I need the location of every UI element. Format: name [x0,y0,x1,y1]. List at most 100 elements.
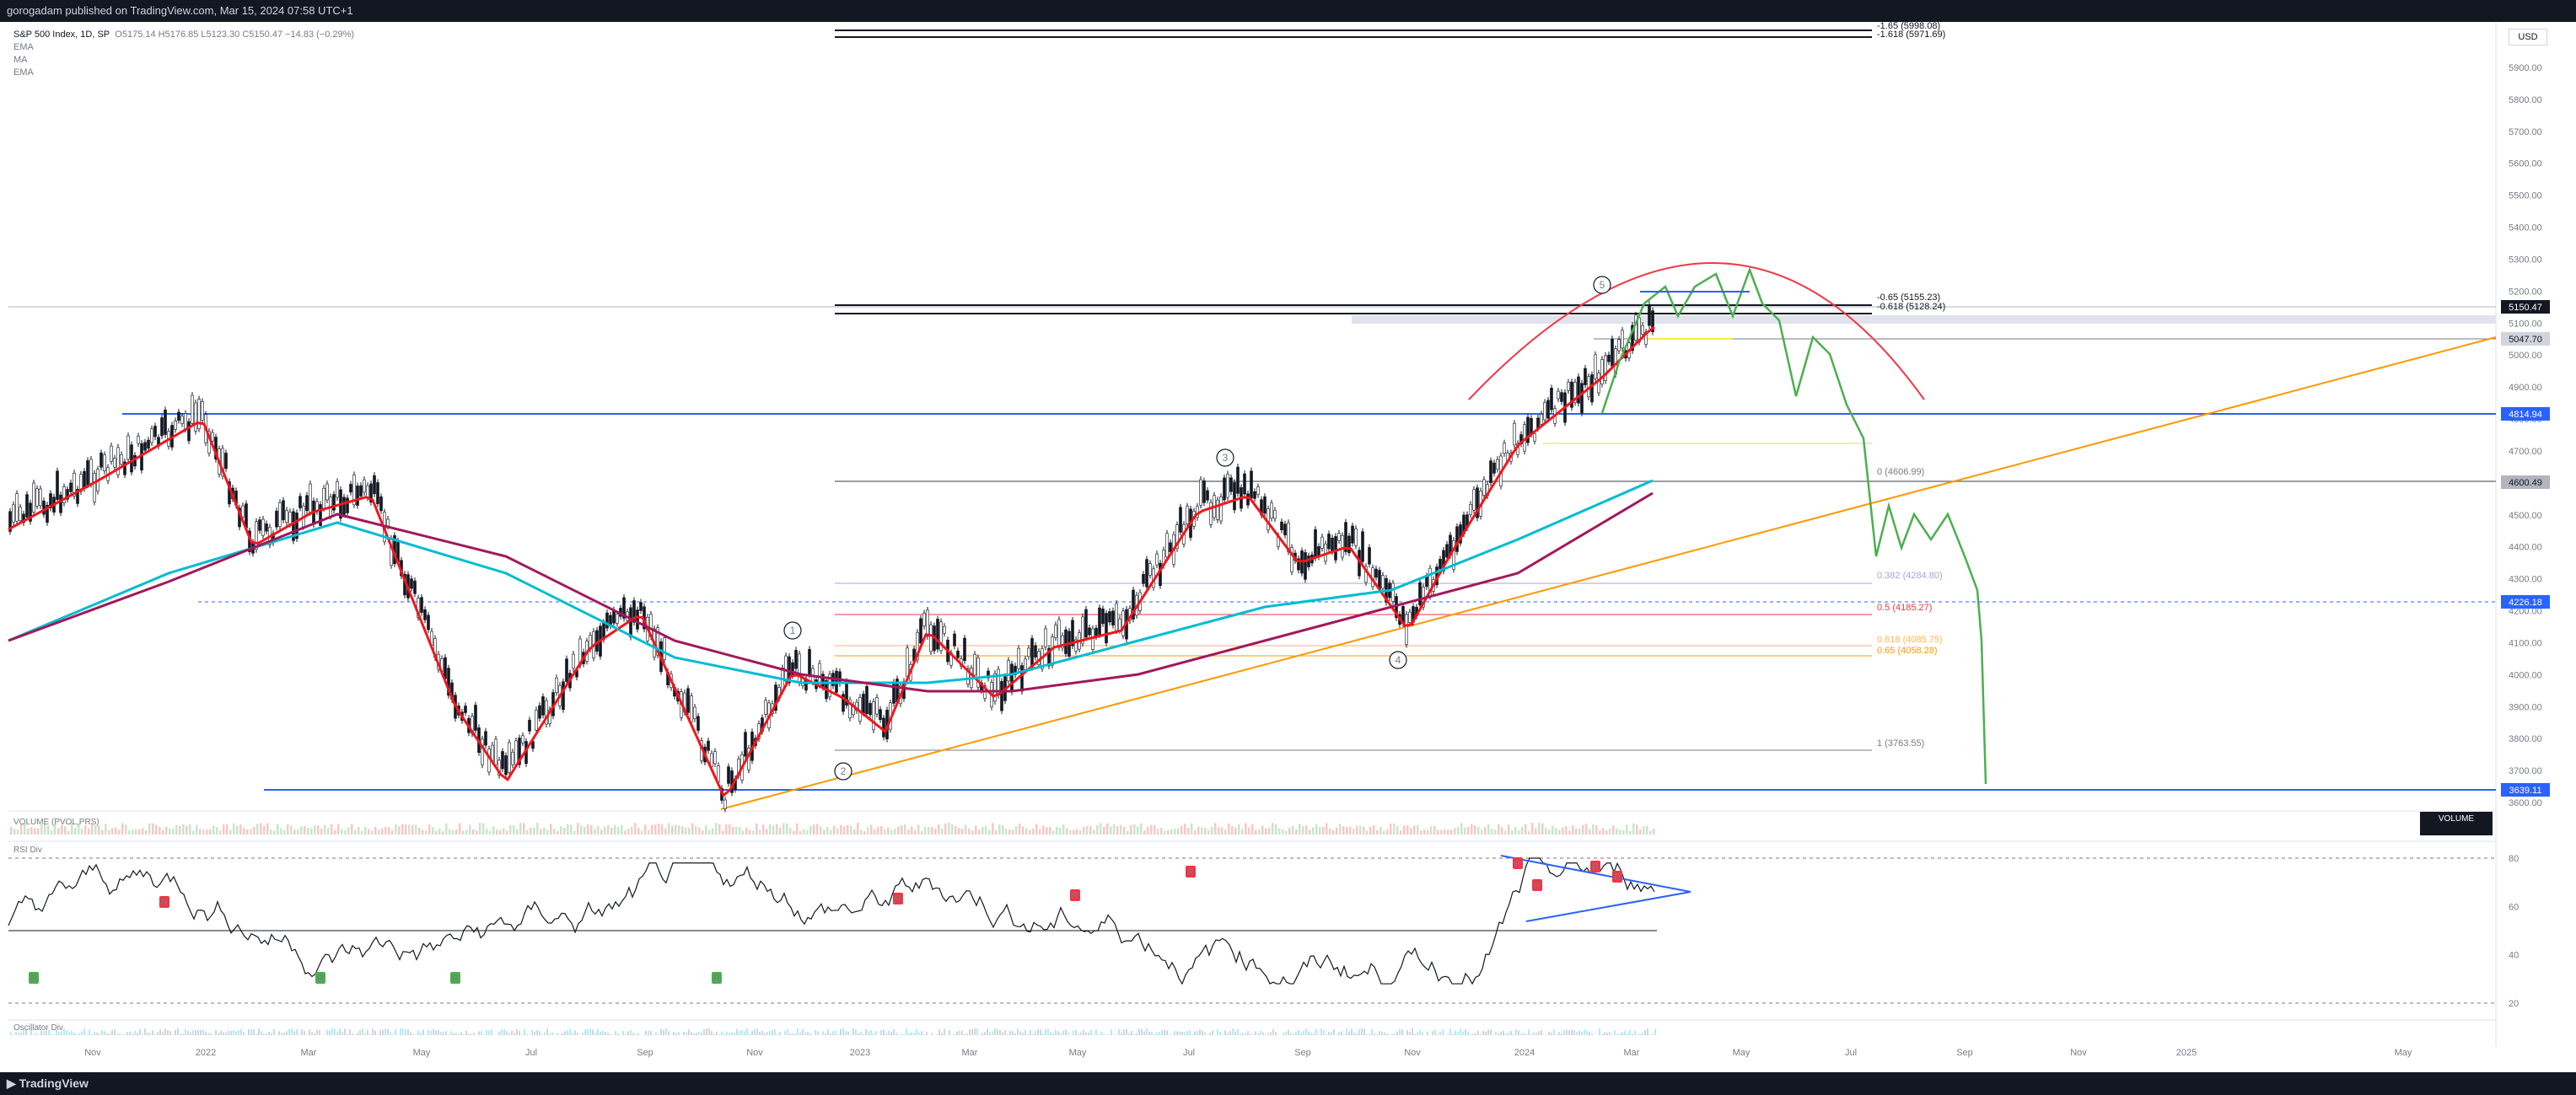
volume-bar [928,827,930,835]
osc-bar [1432,1031,1433,1035]
osc-bar [1315,1028,1317,1035]
osc-bar [1219,1031,1221,1035]
volume-bar [1622,830,1625,835]
osc-bar [341,1031,343,1035]
fib-label-upper1: -0.65 (5155.23) [1877,293,1940,303]
volume-bar [192,830,195,835]
volume-bar [1653,829,1655,835]
candle-body [99,452,103,468]
osc-bar [1247,1031,1249,1035]
candle-body [862,694,865,714]
osc-bar [536,1029,538,1035]
osc-bar [1498,1033,1499,1035]
osc-bar [382,1029,384,1035]
volume-bar [1039,829,1041,835]
osc-bar [1336,1034,1337,1035]
osc-bar [1004,1029,1006,1035]
osc-bar [144,1028,146,1035]
volume-bar [509,825,512,835]
osc-bar [708,1028,710,1035]
volume-bar [1565,826,1568,835]
volume-bar [465,829,468,835]
osc-bar [1563,1030,1565,1035]
volume-bar [1113,824,1116,835]
osc-bar [898,1033,900,1035]
osc-bar [794,1033,796,1035]
osc-bar [1184,1032,1186,1035]
volume-bar [1093,829,1095,835]
osc-bar [233,1029,234,1035]
osc-bar [1217,1028,1218,1035]
candle-body [1546,400,1550,419]
volume-bar [870,824,873,835]
price-tick: 5300.00 [2509,255,2542,265]
time-axis-label: 2024 [1514,1048,1535,1058]
volume-bar [907,829,910,835]
osc-bar [89,1029,90,1035]
osc-bar [96,1033,98,1035]
rsi-pane-label[interactable]: RSI Div [13,845,42,855]
candle-body [1273,510,1277,519]
tradingview-logo[interactable]: ▶ TradingView [0,1076,89,1090]
osc-bar [1366,1033,1368,1035]
volume-bar [239,824,242,835]
osc-bar [852,1028,854,1035]
volume-bar [897,826,900,835]
volume-bar [398,826,401,835]
volume-bar [401,824,404,835]
candle-body [1297,558,1300,571]
wave-label-circle-4 [1389,651,1407,669]
osc-bar [691,1032,692,1035]
volume-pane-label[interactable]: VOLUME (PVOL,PRS) [13,818,99,827]
volume-bar [641,830,643,835]
volume-bar [600,829,603,835]
osc-bar [1384,1032,1385,1035]
osc-bar [334,1028,336,1035]
price-tick: 4500.00 [2509,511,2542,521]
candle-body [420,597,423,613]
currency-button[interactable]: USD [2509,29,2547,46]
osc-bar [1105,1034,1107,1035]
osc-bar [445,1031,447,1035]
osc-bar [693,1033,695,1035]
candle-body [707,740,710,751]
candle-body [497,760,501,776]
volume-bar [388,827,390,835]
candle-body [356,486,359,506]
osc-bar [716,1032,718,1035]
volume-bar [1302,826,1304,835]
volume-bar [142,828,144,835]
osc-bar [744,1031,745,1035]
osc-bar [1250,1033,1251,1035]
volume-bar [226,824,229,835]
fib-label-top2: -1.618 (5971.69) [1877,30,1945,40]
osc-bar [1245,1033,1246,1035]
osc-bar [1353,1032,1355,1035]
volume-bar [186,825,188,835]
legend-symbol[interactable]: S&P 500 Index, 1D, SP [13,30,110,40]
candle-body [1570,381,1573,408]
volume-bar [503,828,505,835]
osc-bar [15,1032,17,1035]
oscillator-pane-label[interactable]: Oscillator Div [13,1023,63,1033]
osc-bar [152,1030,153,1035]
osc-bar [906,1028,907,1035]
volume-bar [337,824,340,835]
volume-bar [64,826,67,835]
candle-body [514,740,518,765]
legend-indicator-ma[interactable]: MA [13,55,28,65]
price-tick: 5000.00 [2509,351,2542,361]
volume-bar [1366,830,1369,835]
osc-bar [1465,1029,1466,1035]
legend-indicator-ema-1[interactable]: EMA [13,42,34,52]
volume-bar [105,824,107,835]
candle-body [49,493,52,509]
volume-bar [482,823,485,835]
volume-bar [1143,829,1146,835]
bear-divergence-label: R [1592,862,1599,872]
candle-body [808,649,811,675]
candle-body [285,509,288,523]
legend-indicator-ema-2[interactable]: EMA [13,67,34,78]
candle-body [25,494,29,518]
